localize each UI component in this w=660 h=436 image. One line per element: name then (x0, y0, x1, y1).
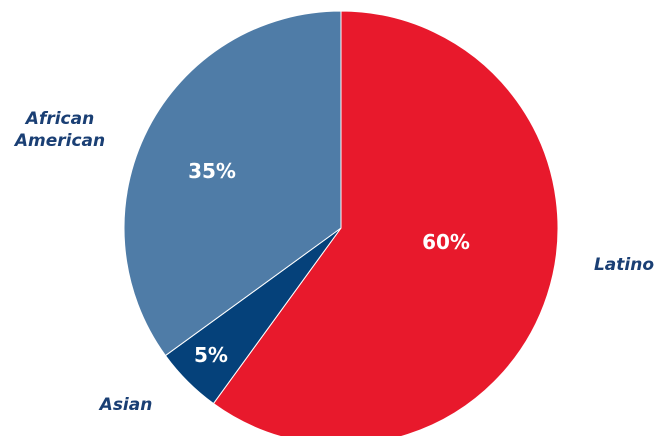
pie-slice-latino (212, 10, 559, 436)
slice-value-label-latino: 60% (422, 230, 470, 254)
slice-value-label-asian: 5% (194, 343, 228, 367)
pie-slice-african-american (123, 10, 342, 357)
slice-value-label-african-american: 35% (188, 159, 236, 183)
category-label-latino: Latino (594, 255, 654, 275)
category-label-asian: Asian (98, 395, 153, 415)
slice-value-labels: 60% 5% 35% (188, 159, 470, 367)
category-labels: Latino Asian African American (13, 109, 654, 415)
pie-slices (123, 10, 559, 436)
category-label-african-american: African American (13, 109, 105, 151)
